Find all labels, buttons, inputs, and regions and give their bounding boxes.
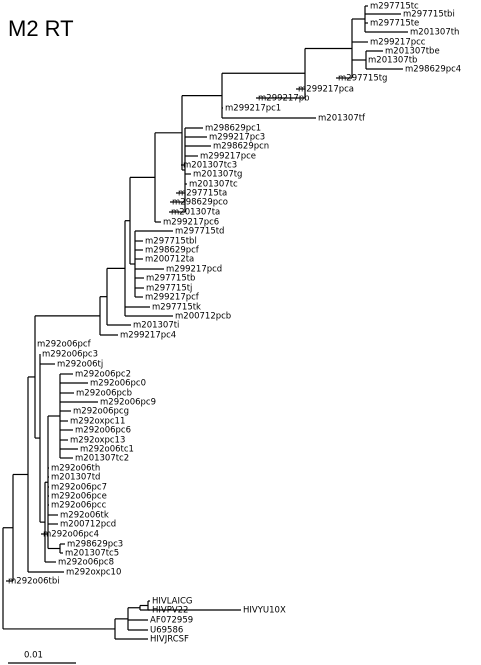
leaf-label: m201307ta (171, 208, 220, 218)
leaf-label: m292o06pcb (76, 389, 132, 399)
leaf-label: m292o06pcf (37, 340, 92, 350)
leaf-label: m292o06pc9 (100, 398, 156, 408)
leaf-label: m292o06pcg (73, 407, 129, 417)
leaf-label: m292o06pc0 (90, 379, 146, 389)
leaf-label: m292oxpc13 (70, 436, 125, 446)
leaf-label: m292o06tk (60, 511, 109, 521)
leaf-label: m201307td (51, 473, 100, 483)
leaf-label: m201307tf (318, 114, 366, 124)
leaf-label: m299217pcf (145, 293, 200, 303)
title: M2 RT (8, 16, 74, 41)
leaf-label: m201307tc2 (75, 454, 129, 464)
leaf-label: HIVYU10X (243, 606, 286, 616)
leaf-label: m298629pc1 (205, 124, 261, 134)
leaf-label: HIVJRCSF (150, 635, 189, 645)
leaf-label: m299217pce (200, 152, 256, 162)
leaf-label: m200712pcb (175, 312, 231, 322)
leaf-label: m292o06pc2 (75, 370, 131, 380)
leaf-label: m297715tg (338, 74, 387, 84)
leaf-label: m292oxpc10 (66, 568, 121, 578)
leaf-label: m299217pc1 (225, 104, 281, 114)
leaf-label: m292o06tbi (8, 577, 60, 587)
leaf-label: m299217pc6 (163, 218, 219, 228)
leaf-label: m292o06tc1 (80, 445, 134, 455)
leaf-label: m297715tbi (403, 10, 455, 20)
leaf-label: m297715tb (146, 274, 195, 284)
leaf-label: m297715tj (146, 284, 192, 294)
leaf-label: m297715tbl (145, 237, 197, 247)
leaf-label: m201307ti (133, 321, 179, 331)
leaf-label: m298629pcf (145, 246, 200, 256)
leaf-label: m292o06pce (51, 492, 107, 502)
leaf-label: m292o06pc7 (51, 483, 107, 493)
leaf-label: m297715tk (152, 303, 201, 313)
leaf-label: m299217pc3 (209, 133, 265, 143)
leaf-label: m201307tc3 (183, 161, 237, 171)
leaf-label: m299217pca (298, 85, 354, 95)
leaf-label: AF072959 (150, 616, 193, 626)
leaf-label: m200712pcd (60, 520, 116, 530)
leaf-label: m201307tc5 (65, 549, 119, 559)
leaf-label: m201307tb (368, 56, 417, 66)
leaf-label: U69586 (150, 626, 183, 636)
leaf-label: m298629pco (172, 198, 228, 208)
leaf-label: m299217pcc (370, 38, 426, 48)
leaf-label: m297715ta (178, 189, 227, 199)
leaf-label: m298629pc4 (405, 65, 461, 75)
leaf-label: m298629pc3 (67, 540, 123, 550)
leaf-label: m297715td (175, 227, 224, 237)
leaf-label: m201307th (410, 28, 459, 38)
leaf-label: m201307tg (193, 170, 242, 180)
leaf-label: m292oxpc11 (70, 417, 125, 427)
leaf-label: m201307tbe (385, 47, 440, 57)
leaf-label: m292o06pc8 (58, 558, 114, 568)
leaf-label: m297715tc (370, 2, 419, 12)
leaf-label: m292o06pcc (51, 501, 107, 511)
leaf-label: m292o06pc6 (75, 426, 131, 436)
leaf-label: m292o06th (51, 464, 100, 474)
scale-label: 0.01 (24, 651, 43, 661)
leaf-label: m299217pc4 (120, 331, 176, 341)
leaf-label: m299217pcd (166, 265, 222, 275)
leaf-label: m292o06pc3 (42, 350, 98, 360)
leaf-label: m201307tc (189, 180, 238, 190)
leaf-label: m292o06pc4 (43, 530, 99, 540)
leaf-label: HIVLAICG (152, 597, 193, 607)
leaf-label: m292o06tj (57, 360, 103, 370)
leaf-label: m200712ta (145, 255, 194, 265)
leaf-label: m297715te (370, 19, 419, 29)
leaf-label: m298629pcn (213, 142, 269, 152)
